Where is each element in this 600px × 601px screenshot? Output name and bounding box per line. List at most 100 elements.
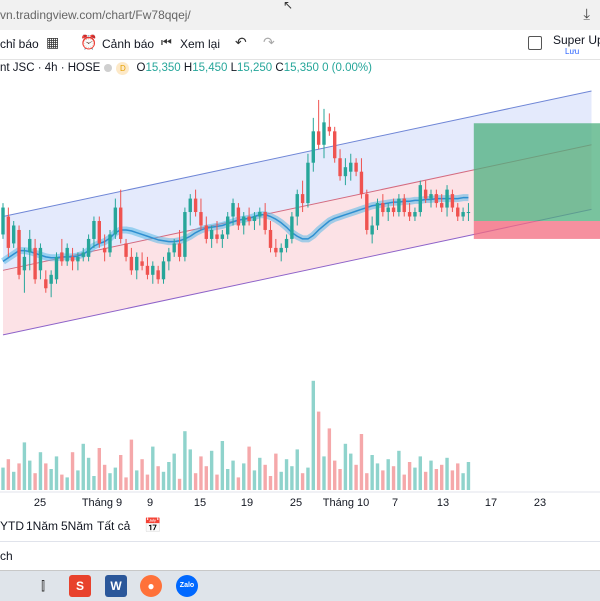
candle-body: [97, 221, 101, 244]
volume-bar: [102, 464, 107, 490]
volume-bar: [81, 443, 85, 490]
candle-body: [177, 243, 182, 257]
volume-bar: [17, 463, 21, 490]
save-button[interactable]: Lưu: [565, 47, 580, 56]
candle-body: [172, 243, 176, 253]
candle-body: [204, 225, 208, 239]
date-range-icon[interactable]: 📅: [144, 517, 162, 533]
volume-bar: [279, 471, 283, 490]
range-5y[interactable]: 5Năm: [61, 519, 94, 533]
long-position-tool[interactable]: [473, 123, 600, 239]
candle-body: [76, 256, 80, 262]
symbol-name[interactable]: nt JSC · 4h · HOSE: [0, 62, 101, 74]
volume-bar: [370, 455, 374, 490]
volume-bar: [349, 453, 353, 490]
indicators-button[interactable]: chỉ báo: [0, 37, 39, 51]
browser-address-bar[interactable]: vn.tradingview.com/chart/Fw78qqej/ ↖ ⤓: [0, 0, 600, 31]
time-label: Tháng 10: [323, 497, 369, 509]
time-axis[interactable]: 25 Tháng 9 9 15 19 25 Tháng 10 7 13 17 23: [34, 497, 546, 509]
price-chart[interactable]: 25 Tháng 9 9 15 19 25 Tháng 10 7 13 17 23: [0, 0, 600, 512]
super-uptrend-checkbox[interactable]: [528, 36, 542, 50]
volume-bar: [375, 463, 380, 490]
candle-body: [338, 158, 342, 177]
undo-icon[interactable]: ↶: [235, 34, 247, 50]
replay-button[interactable]: Xem lại: [180, 37, 221, 51]
candle-body: [354, 162, 358, 172]
volume-bar: [44, 463, 48, 490]
candle-body: [193, 198, 198, 213]
candle-body: [145, 265, 150, 275]
zalo-icon[interactable]: Zalo: [176, 575, 198, 597]
volume-bar: [252, 470, 257, 490]
volume-bar: [311, 380, 315, 490]
volume-bar: [386, 459, 390, 490]
volume-bar: [284, 459, 289, 490]
volume-bar: [440, 464, 444, 490]
redo-icon[interactable]: ↷: [263, 34, 275, 50]
candle-body: [17, 229, 21, 275]
time-label: 17: [485, 497, 497, 509]
volume-bar: [70, 452, 75, 490]
stop-zone: [473, 221, 600, 239]
candlesticks: [1, 99, 471, 298]
candle-body: [209, 229, 214, 239]
candle-body: [300, 194, 305, 204]
volume-bar: [466, 462, 471, 490]
candle-body: [397, 198, 401, 213]
profit-zone: [473, 123, 600, 221]
s-app-icon[interactable]: S: [69, 575, 91, 597]
volume-bar: [124, 477, 128, 490]
range-1y[interactable]: 1Năm: [26, 519, 59, 533]
alert-button[interactable]: Cảnh báo: [102, 37, 155, 51]
url-text[interactable]: vn.tradingview.com/chart/Fw78qqej/: [0, 8, 191, 22]
task-view-icon[interactable]: ⫿: [41, 579, 45, 593]
candle-body: [28, 238, 32, 253]
change-value: 0 (0.00%): [322, 62, 372, 74]
range-bar: YTD 1Năm 5Năm Tất cả 📅: [0, 512, 600, 540]
candle-body: [140, 261, 144, 266]
volume-bar: [151, 446, 155, 490]
download-icon[interactable]: ⤓: [583, 6, 590, 23]
layout-name[interactable]: Super Upt: [553, 33, 600, 47]
candle-body: [183, 212, 187, 257]
candle-body: [343, 167, 348, 177]
chart-toolbar: chỉ báo ▦ ⏰ Cảnh báo ⏮ Xem lại ↶ ↷: [0, 30, 600, 60]
firefox-icon[interactable]: ●: [140, 575, 162, 597]
range-ytd[interactable]: YTD: [0, 519, 24, 533]
candle-body: [252, 216, 257, 221]
time-label: 19: [241, 497, 253, 509]
volume-bar: [322, 456, 326, 490]
volume-bar: [49, 469, 53, 490]
word-icon[interactable]: W: [105, 575, 127, 597]
volume-bar: [54, 456, 59, 490]
candle-body: [386, 207, 390, 213]
volume-bar: [338, 469, 342, 490]
candle-body: [402, 198, 406, 213]
time-label: Tháng 9: [82, 497, 122, 509]
alarm-clock-icon[interactable]: ⏰: [80, 34, 98, 50]
footer-panel-label[interactable]: ch: [0, 549, 13, 563]
candle-body: [381, 203, 385, 213]
ma-line: [2, 196, 469, 262]
range-all[interactable]: Tất cả: [97, 519, 131, 533]
volume-bar: [193, 473, 198, 490]
replay-icon[interactable]: ⏮: [161, 35, 172, 49]
candle-body: [456, 207, 460, 217]
candle-body: [119, 207, 123, 239]
volume-bar: [333, 460, 337, 490]
volume-bar: [97, 448, 101, 490]
volume-bar: [391, 466, 396, 490]
volume-bar: [413, 467, 417, 490]
candle-body: [60, 252, 64, 262]
candle-body: [391, 207, 396, 213]
candle-body: [129, 256, 134, 271]
candle-body: [65, 247, 69, 262]
volume-bar: [258, 457, 262, 490]
high-label: H: [183, 62, 193, 74]
candle-body: [86, 238, 91, 257]
templates-grid-icon[interactable]: ▦: [46, 34, 60, 50]
time-label: 13: [437, 497, 449, 509]
volume-bar: [402, 474, 406, 490]
volume-bar: [204, 466, 208, 490]
candle-body: [274, 247, 278, 253]
